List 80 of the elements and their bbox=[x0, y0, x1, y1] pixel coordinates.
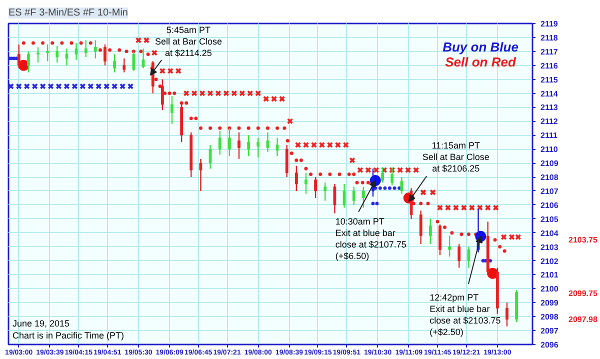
y-tick-label: 2118 bbox=[540, 33, 558, 42]
candlestick bbox=[122, 58, 126, 73]
point bbox=[383, 186, 387, 190]
candlestick bbox=[238, 132, 240, 160]
point bbox=[420, 189, 426, 196]
candlestick bbox=[362, 186, 365, 208]
y-tick-label: 2110 bbox=[540, 145, 558, 154]
candlestick bbox=[324, 182, 327, 202]
text: 2103.75 bbox=[568, 236, 598, 245]
candlestick bbox=[458, 243, 461, 268]
candlestick bbox=[256, 137, 260, 158]
point bbox=[378, 186, 382, 190]
candlestick bbox=[170, 95, 174, 125]
y-tick-label: 2116 bbox=[540, 61, 558, 70]
text: 2097.98 bbox=[568, 315, 598, 324]
candlestick bbox=[113, 54, 116, 73]
y-tick-label: 2119 bbox=[540, 20, 558, 28]
point bbox=[430, 189, 436, 196]
candlestick bbox=[94, 40, 97, 59]
candlestick bbox=[228, 128, 231, 157]
point bbox=[392, 186, 396, 190]
y-tick-label: 2115 bbox=[540, 75, 558, 84]
point bbox=[151, 50, 158, 56]
y-tick-label: 2108 bbox=[540, 173, 559, 182]
candlestick bbox=[294, 165, 298, 192]
candlestick bbox=[342, 183, 346, 208]
candlestick bbox=[506, 302, 508, 327]
y-tick-label: 2112 bbox=[540, 117, 558, 126]
annotation: 5:45am PT Sell at Bar Close at $2114.25 bbox=[154, 25, 222, 58]
candlestick bbox=[36, 46, 40, 64]
candlestick bbox=[218, 130, 222, 156]
candlestick bbox=[333, 183, 336, 214]
point bbox=[375, 202, 379, 206]
candlestick bbox=[247, 134, 250, 157]
y-tick-label: 2106 bbox=[540, 200, 559, 210]
candlestick bbox=[46, 44, 50, 62]
y-tick-label: 2104 bbox=[540, 228, 559, 238]
candlestick bbox=[74, 42, 78, 60]
point bbox=[388, 186, 392, 190]
y-tick-label: 2096 bbox=[540, 340, 559, 350]
y-tick-label: 2105 bbox=[540, 214, 559, 224]
text: 2099.75 bbox=[568, 288, 598, 298]
y-tick-label: 2100 bbox=[540, 284, 559, 294]
annotation: 11:15am PT Sell at Bar Close at $2106.25 bbox=[422, 140, 490, 174]
candlestick bbox=[304, 172, 308, 194]
y-tick-label: 2099 bbox=[540, 298, 559, 308]
y-tick-label: 2117 bbox=[540, 47, 558, 56]
candlestick bbox=[26, 50, 30, 73]
candlestick bbox=[266, 132, 270, 152]
y-tick-label: 2111 bbox=[540, 131, 558, 140]
annotation: June 19, 2015 Chart is in Pacific Time (PT) bbox=[12, 318, 124, 340]
annotation: Sell on Red bbox=[445, 54, 517, 70]
point bbox=[286, 118, 294, 124]
y-tick-label: 2109 bbox=[540, 159, 559, 168]
y-tick-label: 2103 bbox=[540, 242, 559, 252]
candlestick bbox=[467, 246, 470, 268]
candlestick bbox=[428, 218, 432, 245]
y-tick-label: 2114 bbox=[540, 89, 558, 98]
candlestick bbox=[199, 158, 202, 192]
y-tick-label: 2102 bbox=[540, 256, 559, 266]
point bbox=[349, 157, 356, 164]
y-tick-label: 2113 bbox=[540, 103, 558, 112]
annotation: 10:30am PT Exit at blue bar close at $2107.75 (+$6.50) bbox=[335, 216, 406, 262]
candlestick bbox=[419, 210, 422, 245]
y-tick-label: 2101 bbox=[540, 270, 559, 280]
candlestick bbox=[352, 186, 356, 206]
y-tick-label: 2107 bbox=[540, 186, 559, 196]
y-tick-label: 2097 bbox=[540, 326, 559, 336]
annotation: Buy on Blue bbox=[442, 40, 518, 54]
candlestick bbox=[276, 137, 279, 157]
candlestick bbox=[65, 48, 68, 66]
candlestick bbox=[314, 176, 318, 199]
candlestick bbox=[56, 45, 59, 64]
candlestick bbox=[84, 40, 88, 58]
candlestick bbox=[208, 144, 212, 170]
candlestick bbox=[448, 235, 451, 258]
annotation: 12:42pm PT Exit at blue bar close at $2103.75 (+$2.50) bbox=[430, 292, 501, 337]
chart-title: ES #F 3-Min/ES #F 10-Min bbox=[8, 8, 128, 18]
y-tick-label: 2098 bbox=[540, 312, 559, 322]
point bbox=[371, 202, 375, 206]
